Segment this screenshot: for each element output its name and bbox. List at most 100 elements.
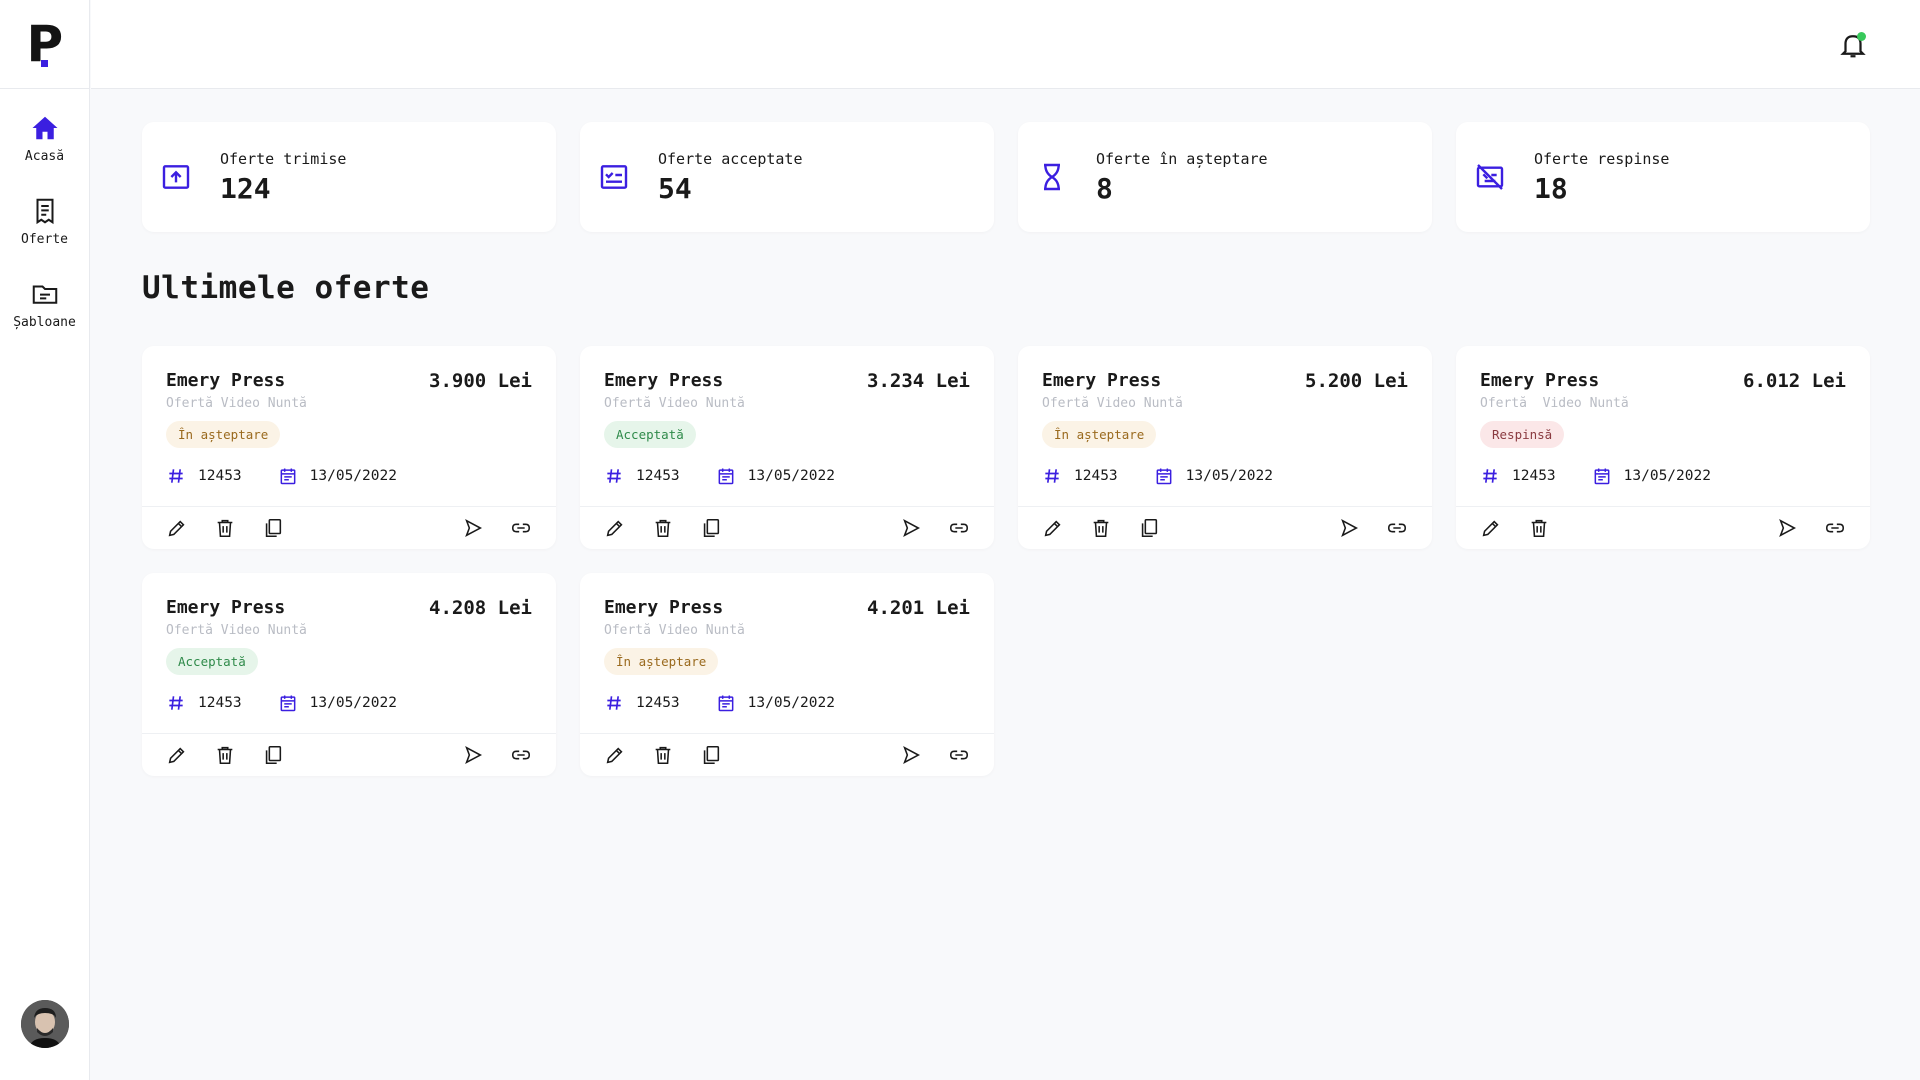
offer-card[interactable]: Emery Press 5.200 Lei Ofertă Video Nuntă…: [1018, 346, 1432, 549]
stat-card-accepted[interactable]: Oferte acceptate 54: [580, 122, 994, 232]
edit-icon[interactable]: [166, 744, 188, 766]
stat-card-pending[interactable]: Oferte în așteptare 8: [1018, 122, 1432, 232]
checklist-icon: [600, 165, 628, 189]
status-badge: Acceptată: [604, 421, 696, 448]
calendar-icon: [280, 468, 296, 485]
hash-icon: [1045, 469, 1059, 483]
rejected-icon: [1476, 164, 1504, 190]
sidebar-nav: Acasă Oferte Șabloane: [0, 89, 89, 362]
stat-label: Oferte trimise: [220, 149, 347, 168]
delete-icon[interactable]: [214, 517, 236, 539]
offer-price: 5.200 Lei: [1305, 370, 1408, 392]
send-icon[interactable]: [1776, 517, 1798, 539]
offer-client: Emery Press: [1042, 370, 1162, 391]
offer-price: 4.201 Lei: [867, 597, 970, 619]
edit-icon[interactable]: [1042, 517, 1064, 539]
stat-value: 18: [1534, 171, 1568, 205]
card-actions: [580, 733, 994, 776]
duplicate-icon[interactable]: [700, 744, 722, 766]
send-icon[interactable]: [900, 744, 922, 766]
offer-number: 12453: [1074, 468, 1118, 484]
delete-icon[interactable]: [652, 744, 674, 766]
duplicate-icon[interactable]: [700, 517, 722, 539]
calendar-icon: [280, 695, 296, 712]
edit-icon[interactable]: [1480, 517, 1502, 539]
delete-icon[interactable]: [1528, 517, 1550, 539]
sidebar-item-label: Oferte: [21, 232, 68, 247]
stat-label: Oferte acceptate: [658, 149, 803, 168]
offer-subtitle: Ofertă Video Nuntă: [1480, 396, 1629, 411]
sidebar-item-sabloane[interactable]: Șabloane: [0, 279, 89, 362]
stat-card-sent[interactable]: Oferte trimise 124: [142, 122, 556, 232]
status-badge: Acceptată: [166, 648, 258, 675]
hash-icon: [607, 469, 621, 483]
calendar-icon: [718, 468, 734, 485]
offer-card[interactable]: Emery Press 6.012 Lei Ofertă Video Nuntă…: [1456, 346, 1870, 549]
send-icon[interactable]: [1338, 517, 1360, 539]
offer-card[interactable]: Emery Press 4.201 Lei Ofertă Video Nuntă…: [580, 573, 994, 776]
upload-icon: [162, 165, 190, 189]
edit-icon[interactable]: [604, 744, 626, 766]
offer-date: 13/05/2022: [747, 468, 835, 484]
offer-subtitle: Ofertă Video Nuntă: [604, 396, 745, 411]
offer-date: 13/05/2022: [1185, 468, 1273, 484]
offer-price: 6.012 Lei: [1743, 370, 1846, 392]
stat-value: 124: [220, 171, 271, 205]
edit-icon[interactable]: [166, 517, 188, 539]
duplicate-icon[interactable]: [262, 744, 284, 766]
offer-card[interactable]: Emery Press 3.900 Lei Ofertă Video Nuntă…: [142, 346, 556, 549]
stat-value: 8: [1096, 171, 1113, 205]
hash-icon: [1483, 469, 1497, 483]
receipt-icon: [36, 198, 53, 225]
link-icon[interactable]: [1386, 517, 1408, 539]
link-icon[interactable]: [510, 744, 532, 766]
send-icon[interactable]: [900, 517, 922, 539]
offer-subtitle: Ofertă Video Nuntă: [604, 623, 745, 638]
offer-price: 4.208 Lei: [429, 597, 532, 619]
delete-icon[interactable]: [652, 517, 674, 539]
logo[interactable]: P: [0, 0, 89, 89]
hourglass-icon: [1044, 163, 1060, 191]
link-icon[interactable]: [1824, 517, 1846, 539]
stat-card-rejected[interactable]: Oferte respinse 18: [1456, 122, 1870, 232]
avatar[interactable]: [21, 1000, 69, 1048]
status-badge: În așteptare: [1042, 421, 1157, 448]
offer-card[interactable]: Emery Press 3.234 Lei Ofertă Video Nuntă…: [580, 346, 994, 549]
top-bar: [91, 0, 1920, 89]
offer-subtitle: Ofertă Video Nuntă: [1042, 396, 1183, 411]
hash-icon: [169, 469, 183, 483]
offer-client: Emery Press: [166, 370, 286, 391]
duplicate-icon[interactable]: [262, 517, 284, 539]
sidebar: P Acasă Oferte Șabloane: [0, 0, 90, 1080]
status-badge: În așteptare: [166, 421, 281, 448]
offer-price: 3.900 Lei: [429, 370, 532, 392]
send-icon[interactable]: [462, 744, 484, 766]
hash-icon: [607, 696, 621, 710]
offer-price: 3.234 Lei: [867, 370, 970, 392]
status-badge: În așteptare: [604, 648, 719, 675]
bell-icon: [1840, 35, 1866, 58]
duplicate-icon[interactable]: [1138, 517, 1160, 539]
offer-date: 13/05/2022: [747, 695, 835, 711]
stat-value: 54: [658, 171, 692, 205]
offer-number: 12453: [636, 468, 680, 484]
send-icon[interactable]: [462, 517, 484, 539]
edit-icon[interactable]: [604, 517, 626, 539]
offer-date: 13/05/2022: [1623, 468, 1711, 484]
sidebar-item-label: Acasă: [24, 149, 65, 164]
offer-client: Emery Press: [604, 597, 724, 618]
offer-card[interactable]: Emery Press 4.208 Lei Ofertă Video Nuntă…: [142, 573, 556, 776]
link-icon[interactable]: [510, 517, 532, 539]
card-actions: [142, 506, 556, 549]
link-icon[interactable]: [948, 517, 970, 539]
stat-label: Oferte respinse: [1534, 149, 1670, 168]
notifications-button[interactable]: [1838, 30, 1868, 62]
sidebar-item-oferte[interactable]: Oferte: [0, 196, 89, 279]
card-actions: [580, 506, 994, 549]
folder-icon: [32, 285, 57, 304]
link-icon[interactable]: [948, 744, 970, 766]
delete-icon[interactable]: [214, 744, 236, 766]
offer-client: Emery Press: [166, 597, 286, 618]
delete-icon[interactable]: [1090, 517, 1112, 539]
sidebar-item-acasa[interactable]: Acasă: [0, 113, 89, 196]
